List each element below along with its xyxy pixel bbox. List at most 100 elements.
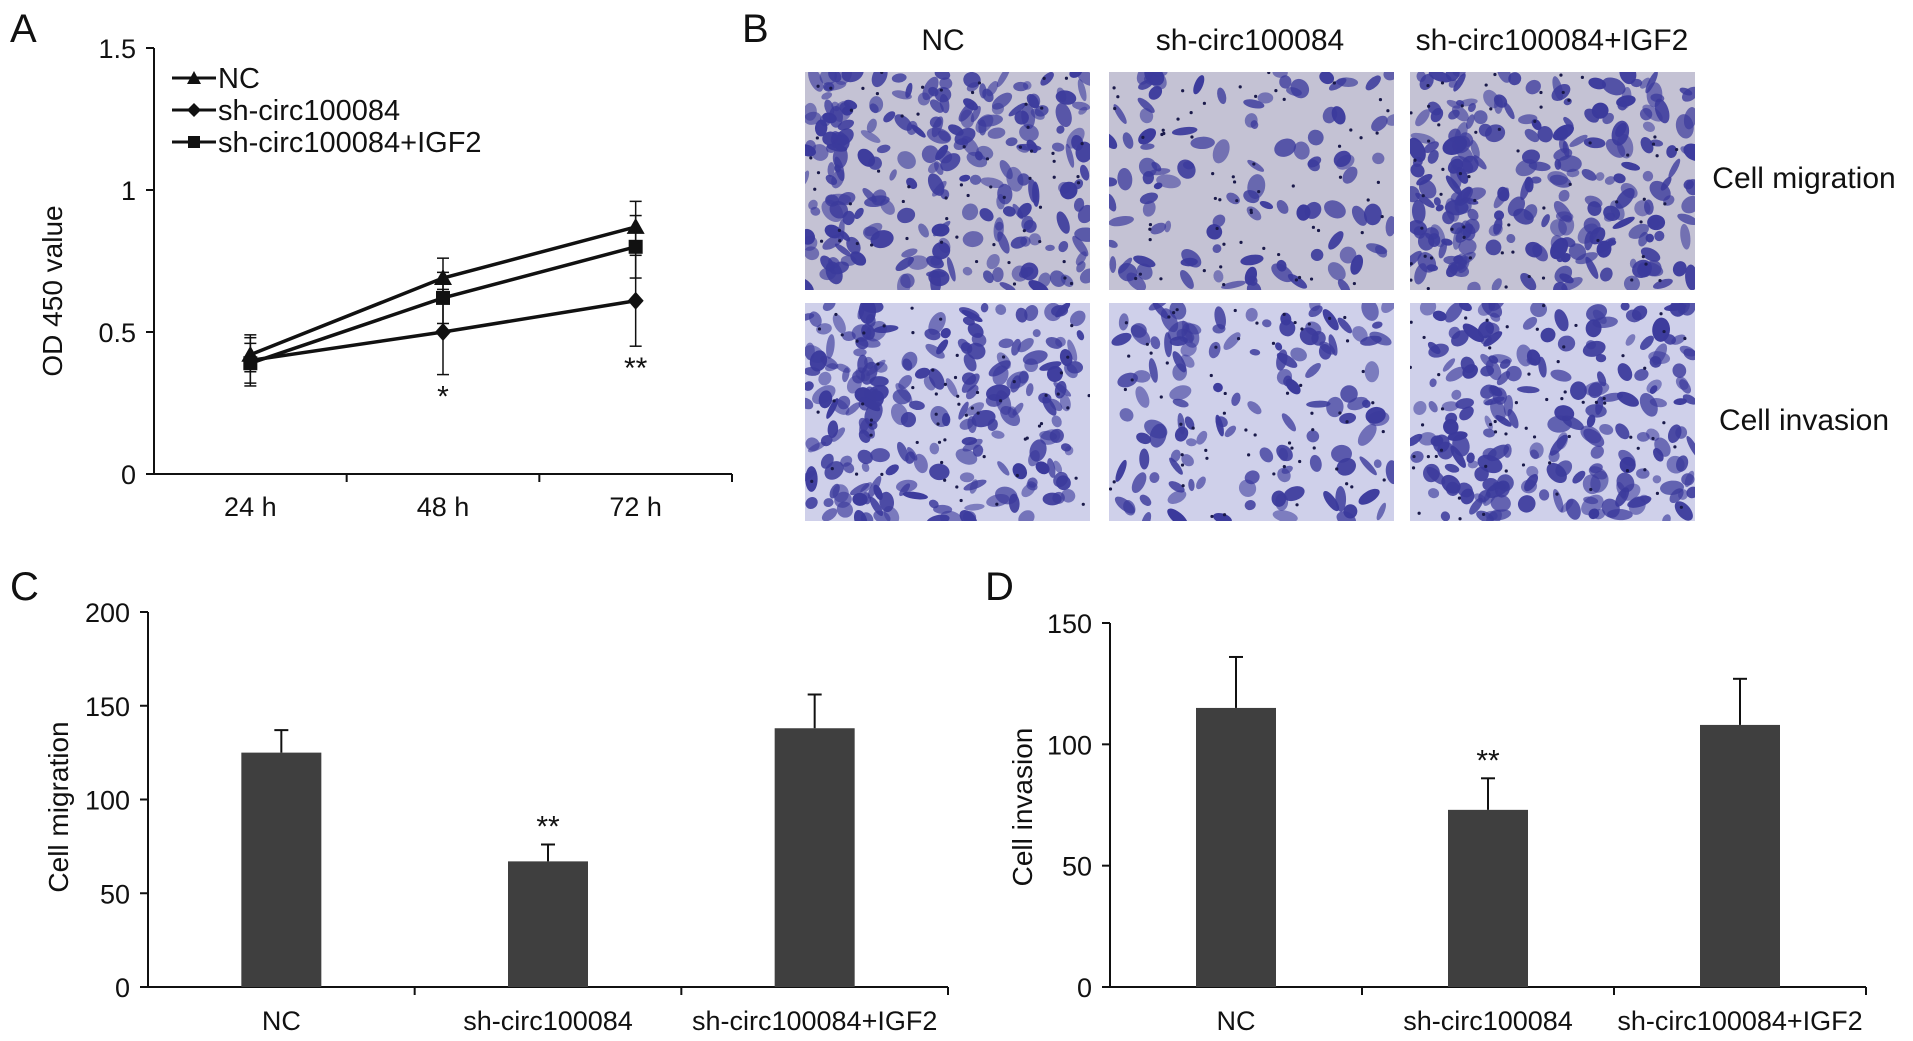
stained-cell [1616, 95, 1636, 107]
membrane-pore [876, 169, 881, 173]
stained-cell [1560, 499, 1574, 513]
stained-cell [1055, 102, 1072, 128]
stained-cell [1686, 486, 1695, 499]
stained-cell [1174, 426, 1189, 442]
stained-cell [1584, 195, 1603, 208]
stained-cell [1109, 193, 1117, 212]
membrane-pore [1249, 208, 1253, 212]
membrane-pore [1675, 147, 1679, 152]
stained-cell [1028, 179, 1038, 203]
membrane-pore [1427, 104, 1431, 108]
stained-cell [897, 151, 916, 169]
stained-cell [1243, 99, 1265, 109]
membrane-pore [1504, 469, 1508, 473]
stained-cell [1250, 120, 1259, 129]
stained-cell [1410, 451, 1424, 463]
membrane-pore [939, 317, 943, 321]
membrane-pore [1596, 238, 1600, 243]
membrane-pore [1345, 339, 1350, 343]
membrane-pore [1290, 446, 1294, 450]
membrane-pore [1293, 320, 1297, 325]
stained-cell [1557, 335, 1576, 352]
stained-cell [900, 273, 915, 289]
membrane-pore [810, 479, 814, 483]
stained-cell [1115, 459, 1127, 482]
stained-cell [842, 367, 850, 383]
membrane-pore [970, 406, 974, 410]
stained-cell [1079, 164, 1090, 181]
stained-cell [861, 323, 875, 340]
membrane-pore [1066, 406, 1070, 410]
membrane-pore [834, 312, 838, 317]
stained-cell [1490, 399, 1506, 422]
stained-cell [805, 345, 825, 363]
panel-c-y-axis-label: Cell migration [43, 721, 74, 892]
membrane-pore [937, 440, 942, 444]
stained-cell [928, 312, 946, 335]
stained-cell [1413, 401, 1427, 416]
panel-c-bar-sh-circ100084 [508, 861, 588, 987]
stained-cell [1618, 449, 1636, 467]
stained-cell [1595, 396, 1604, 415]
legend-marker-sh-circ100084-igf2 [188, 136, 200, 148]
membrane-pore [1343, 315, 1347, 320]
stained-cell [1307, 129, 1324, 146]
stained-cell [1644, 199, 1654, 215]
stained-cell [1372, 152, 1385, 165]
stained-cell [816, 323, 832, 335]
stained-cell [1249, 349, 1261, 356]
membrane-pore [1439, 192, 1443, 196]
stained-cell [864, 386, 876, 402]
stained-cell [1583, 496, 1599, 505]
stained-cell [1645, 72, 1658, 94]
membrane-pore [1437, 123, 1441, 127]
stained-cell [1591, 102, 1609, 119]
panel-d-y-tick-label: 50 [1062, 852, 1092, 882]
panel-c-bar-chart: 0 50 100 150 200 NC sh-circ100084 sh-circ100084… [43, 598, 949, 1036]
stained-cell [1028, 233, 1042, 246]
stained-cell [1525, 241, 1543, 258]
membrane-pore [1222, 513, 1227, 517]
stained-cell [914, 367, 930, 379]
membrane-pore [945, 217, 949, 221]
stained-cell [1445, 366, 1466, 382]
membrane-pore [939, 240, 944, 244]
stained-cell [1580, 425, 1602, 444]
membrane-pore [943, 382, 948, 386]
stained-cell [821, 508, 838, 521]
panel-c-x-tick-label: sh-circ100084+IGF2 [692, 1006, 937, 1036]
stained-cell [995, 486, 1018, 505]
stained-cell [1272, 510, 1298, 521]
stained-cell [1686, 436, 1695, 459]
membrane-pore [1080, 142, 1084, 146]
stained-cell [1428, 401, 1438, 413]
membrane-pore [1462, 235, 1466, 239]
stained-cell [1244, 470, 1260, 485]
stained-cell [805, 170, 810, 186]
stained-cell [961, 372, 977, 385]
stained-cell [1246, 282, 1262, 290]
stained-cell [1429, 378, 1437, 388]
stained-cell [1141, 511, 1152, 521]
panel-d-bar-sh-circ100084-igf2 [1700, 724, 1780, 987]
panel-d-y-tick-label: 150 [1047, 609, 1092, 639]
membrane-pore [1420, 423, 1425, 427]
membrane-pore [1063, 276, 1067, 280]
membrane-pore [1299, 383, 1303, 387]
membrane-pore [1205, 456, 1209, 460]
stained-cell [1654, 230, 1665, 242]
stained-cell [1589, 463, 1603, 474]
panel-a-legend: NC sh-circ100084 sh-circ100084+IGF2 [172, 63, 482, 159]
stained-cell [1136, 432, 1152, 445]
stained-cell [963, 72, 981, 88]
legend-marker-sh-circ100084 [187, 103, 201, 117]
stained-cell [895, 479, 918, 493]
stained-cell [1020, 236, 1031, 247]
stained-cell [1340, 385, 1358, 403]
stained-cell [1283, 375, 1293, 387]
stained-cell [883, 111, 896, 123]
stained-cell [1634, 368, 1649, 381]
membrane-pore [1545, 397, 1549, 402]
stained-cell [1410, 163, 1425, 178]
stained-cell [965, 385, 979, 400]
